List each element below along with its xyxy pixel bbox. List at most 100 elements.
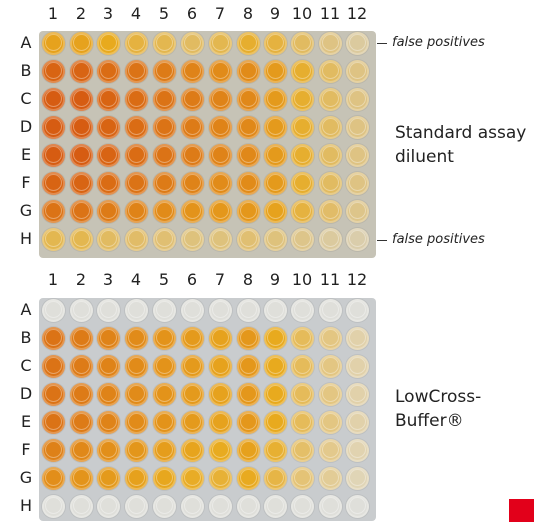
bottom-well-B9 <box>264 327 287 350</box>
bottom-well-A1 <box>42 299 65 322</box>
bottom-well-G2 <box>70 467 93 490</box>
top-well-A3 <box>97 32 120 55</box>
bottom-well-E4 <box>125 411 148 434</box>
top-well-E2 <box>70 144 93 167</box>
top-well-H7 <box>209 228 232 251</box>
bottom-well-H1 <box>42 495 65 518</box>
top-column-label-3: 3 <box>102 4 114 23</box>
top-well-H3 <box>97 228 120 251</box>
standard-assay-label: Standard assay diluent <box>395 121 526 169</box>
bottom-well-C1 <box>42 355 65 378</box>
standard-assay-label-line2: diluent <box>395 147 454 167</box>
top-well-E3 <box>97 144 120 167</box>
top-well-B12 <box>346 60 369 83</box>
top-well-D1 <box>42 116 65 139</box>
bottom-well-G1 <box>42 467 65 490</box>
top-well-G5 <box>153 200 176 223</box>
top-well-A2 <box>70 32 93 55</box>
bottom-well-C11 <box>319 355 342 378</box>
top-well-A4 <box>125 32 148 55</box>
top-well-H4 <box>125 228 148 251</box>
top-well-C10 <box>291 88 314 111</box>
top-well-C9 <box>264 88 287 111</box>
bottom-well-B5 <box>153 327 176 350</box>
lowcross-buffer-label-line1: LowCross- <box>395 387 482 407</box>
top-well-G11 <box>319 200 342 223</box>
bottom-well-H6 <box>181 495 204 518</box>
top-well-H6 <box>181 228 204 251</box>
top-well-G4 <box>125 200 148 223</box>
bottom-column-label-2: 2 <box>75 270 87 289</box>
bottom-column-label-6: 6 <box>186 270 198 289</box>
top-column-label-7: 7 <box>214 4 226 23</box>
bottom-well-G3 <box>97 467 120 490</box>
bottom-row-label-H: H <box>19 496 33 515</box>
bottom-well-F7 <box>209 439 232 462</box>
top-column-label-12: 12 <box>346 4 368 23</box>
brand-logo-square <box>509 499 534 522</box>
bottom-column-label-1: 1 <box>47 270 59 289</box>
bottom-well-A2 <box>70 299 93 322</box>
bottom-column-label-7: 7 <box>214 270 226 289</box>
bottom-well-G5 <box>153 467 176 490</box>
top-well-C8 <box>237 88 260 111</box>
top-well-A5 <box>153 32 176 55</box>
bottom-well-F10 <box>291 439 314 462</box>
top-well-F10 <box>291 172 314 195</box>
bottom-column-label-8: 8 <box>242 270 254 289</box>
top-well-D8 <box>237 116 260 139</box>
bottom-well-C2 <box>70 355 93 378</box>
top-well-E12 <box>346 144 369 167</box>
bottom-well-C12 <box>346 355 369 378</box>
bottom-well-A10 <box>291 299 314 322</box>
top-well-B6 <box>181 60 204 83</box>
top-well-H10 <box>291 228 314 251</box>
top-well-A12 <box>346 32 369 55</box>
top-well-B9 <box>264 60 287 83</box>
bottom-well-D3 <box>97 383 120 406</box>
bottom-well-D12 <box>346 383 369 406</box>
bottom-well-C9 <box>264 355 287 378</box>
top-well-E10 <box>291 144 314 167</box>
top-well-G7 <box>209 200 232 223</box>
bottom-well-A12 <box>346 299 369 322</box>
bottom-well-G6 <box>181 467 204 490</box>
bottom-well-C6 <box>181 355 204 378</box>
bottom-well-plate-photo <box>39 298 376 521</box>
bottom-well-D9 <box>264 383 287 406</box>
bottom-well-H7 <box>209 495 232 518</box>
top-well-E5 <box>153 144 176 167</box>
top-well-A7 <box>209 32 232 55</box>
top-well-G10 <box>291 200 314 223</box>
top-well-B1 <box>42 60 65 83</box>
standard-assay-label-line1: Standard assay <box>395 123 527 143</box>
top-well-B3 <box>97 60 120 83</box>
top-well-F12 <box>346 172 369 195</box>
top-well-C5 <box>153 88 176 111</box>
bottom-well-G4 <box>125 467 148 490</box>
top-well-H12 <box>346 228 369 251</box>
top-row-label-G: G <box>19 201 33 220</box>
top-well-F7 <box>209 172 232 195</box>
bottom-well-H9 <box>264 495 287 518</box>
bottom-well-A5 <box>153 299 176 322</box>
bottom-well-B12 <box>346 327 369 350</box>
top-well-D11 <box>319 116 342 139</box>
bottom-well-F11 <box>319 439 342 462</box>
bottom-well-F12 <box>346 439 369 462</box>
top-well-H1 <box>42 228 65 251</box>
top-well-G3 <box>97 200 120 223</box>
top-well-C4 <box>125 88 148 111</box>
top-well-F1 <box>42 172 65 195</box>
top-row-label-H: H <box>19 229 33 248</box>
bottom-well-E3 <box>97 411 120 434</box>
bottom-row-label-D: D <box>19 384 33 403</box>
bottom-well-E1 <box>42 411 65 434</box>
bottom-well-C10 <box>291 355 314 378</box>
top-well-C11 <box>319 88 342 111</box>
bottom-well-C5 <box>153 355 176 378</box>
bottom-well-B8 <box>237 327 260 350</box>
bottom-well-B4 <box>125 327 148 350</box>
bottom-well-E8 <box>237 411 260 434</box>
bottom-column-label-11: 11 <box>319 270 341 289</box>
